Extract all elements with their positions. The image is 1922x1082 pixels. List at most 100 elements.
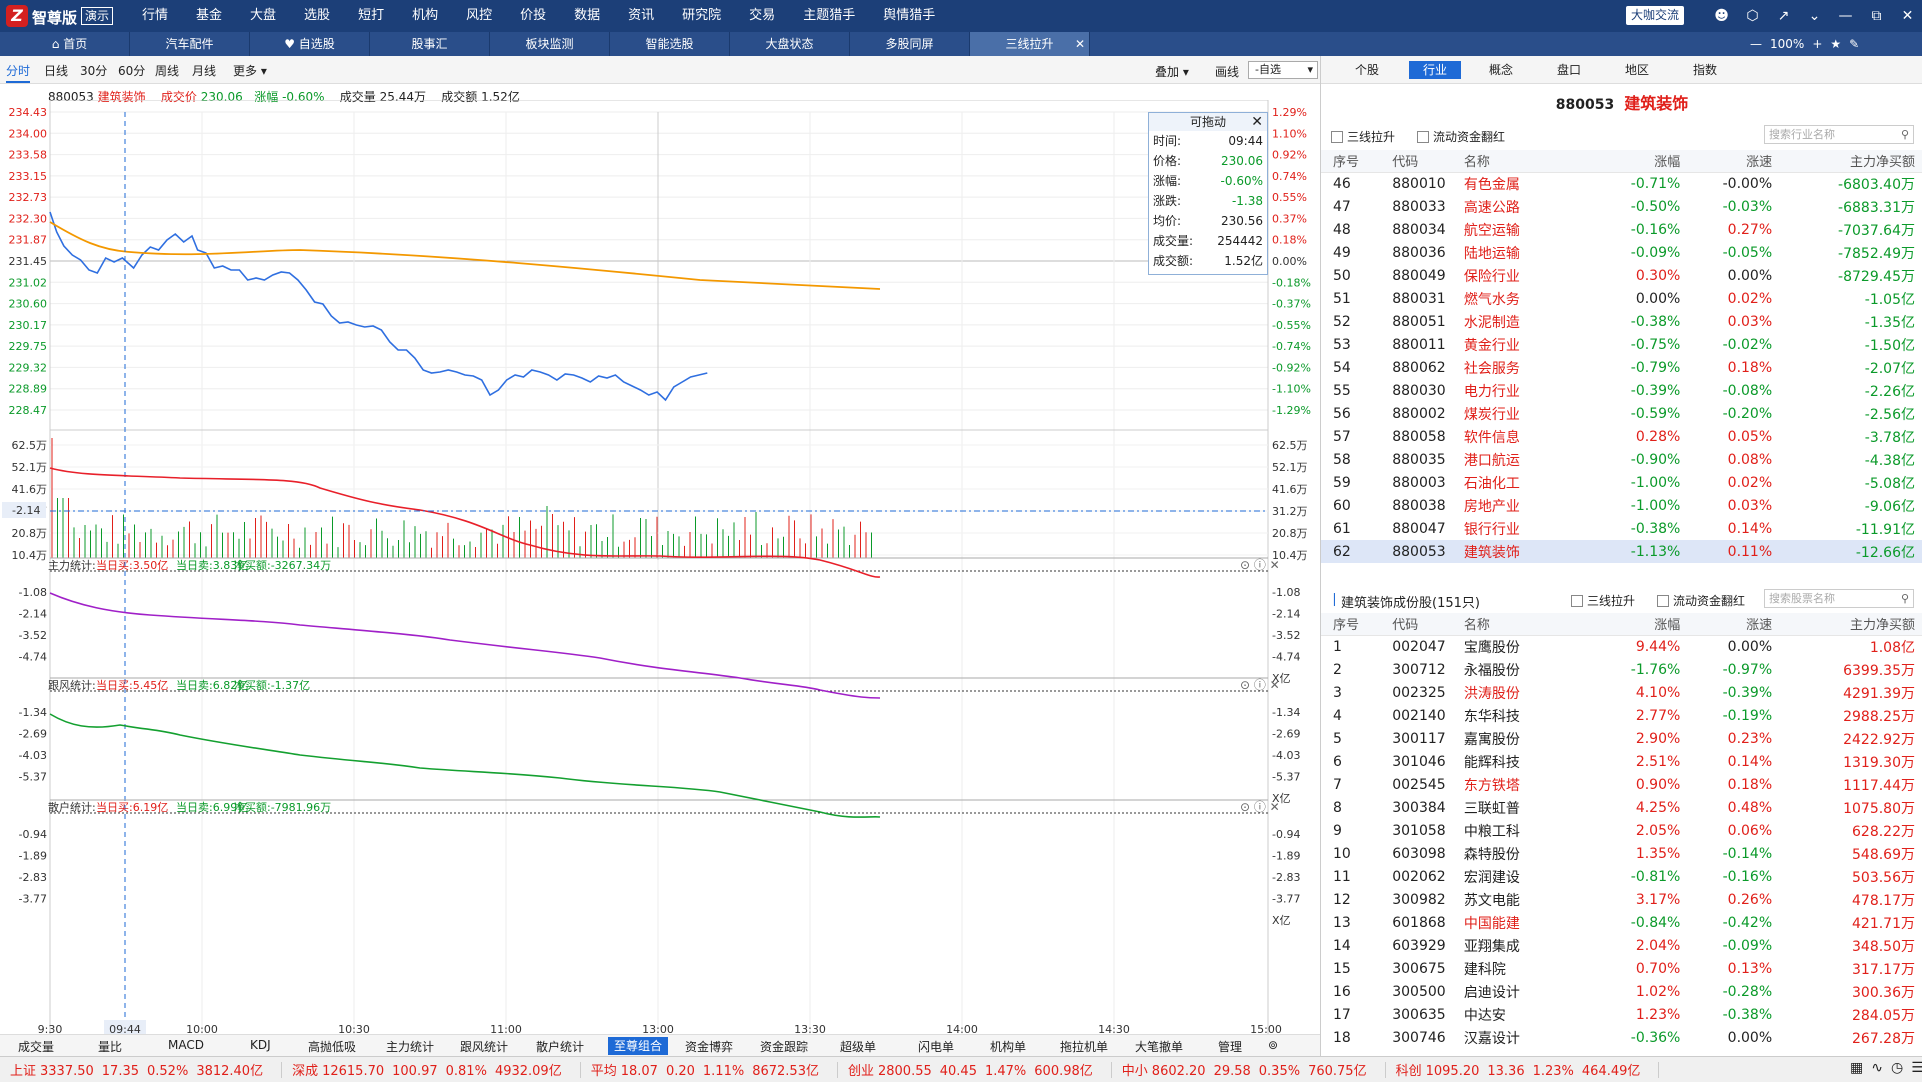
flow-red-checkbox[interactable]: 流动资金翻红 xyxy=(1417,128,1505,145)
close-icon[interactable]: ✕ xyxy=(1901,8,1914,24)
table-row[interactable]: 17 300635 中达安 1.23% -0.38% 284.05万 xyxy=(1321,1003,1922,1026)
star-icon[interactable]: ★ xyxy=(1830,37,1842,51)
draw-line-button[interactable]: 画线 xyxy=(1215,65,1240,79)
column-header[interactable]: 涨速 xyxy=(1688,150,1781,173)
table-row[interactable]: 60 880038 房地产业 -1.00% 0.03% -9.06亿 xyxy=(1321,494,1922,517)
table-row[interactable]: 6 301046 能辉科技 2.51% 0.14% 1319.30万 xyxy=(1321,750,1922,773)
daka-exchange-button[interactable]: 大咖交流 xyxy=(1626,6,1685,25)
tab-close-icon[interactable]: ✕ xyxy=(1074,37,1085,51)
table-row[interactable]: 57 880058 软件信息 0.28% 0.05% -3.78亿 xyxy=(1321,425,1922,448)
column-header[interactable]: 涨幅 xyxy=(1586,150,1689,173)
indicator-tab-3[interactable]: KDJ xyxy=(250,1038,271,1052)
zoom-minus-icon[interactable]: — xyxy=(1750,37,1762,51)
zoom-plus-icon[interactable]: + xyxy=(1812,37,1823,51)
industry-search-input[interactable]: 搜索行业名称 ⚲ xyxy=(1764,125,1914,144)
table-row[interactable]: 61 880047 银行行业 -0.38% 0.14% -11.91亿 xyxy=(1321,517,1922,540)
menu-item-11[interactable]: 交易 xyxy=(749,8,776,23)
flow-red-checkbox-2[interactable]: 流动资金翻红 xyxy=(1657,592,1745,609)
edit-icon[interactable]: ✎ xyxy=(1849,37,1860,51)
menu-item-6[interactable]: 风控 xyxy=(466,8,493,23)
table-row[interactable]: 1 002047 宝鹰股份 9.44% 0.00% 1.08亿 xyxy=(1321,635,1922,658)
minimize-window-icon[interactable]: — xyxy=(1838,8,1853,24)
menu-item-8[interactable]: 数据 xyxy=(574,8,601,23)
table-row[interactable]: 52 880051 水泥制造 -0.38% 0.03% -1.35亿 xyxy=(1321,310,1922,333)
table-row[interactable]: 51 880031 燃气水务 0.00% 0.02% -1.05亿 xyxy=(1321,287,1922,310)
column-header[interactable]: 代码 xyxy=(1382,613,1464,636)
period-1[interactable]: 日线 xyxy=(44,64,69,78)
user-icon[interactable]: ☻ xyxy=(1714,8,1729,24)
table-row[interactable]: 7 002545 东方铁塔 0.90% 0.18% 1117.44万 xyxy=(1321,773,1922,796)
indicator-tab-7[interactable]: 散户统计 xyxy=(536,1040,585,1054)
table-row[interactable]: 4 002140 东华科技 2.77% -0.19% 2988.25万 xyxy=(1321,704,1922,727)
menu-item-0[interactable]: 行情 xyxy=(142,8,169,23)
menu-item-9[interactable]: 资讯 xyxy=(628,8,655,23)
indicator-tab-12[interactable]: 闪电单 xyxy=(918,1040,955,1054)
right-tab-0[interactable]: 个股 xyxy=(1354,63,1379,77)
indicator-tab-10[interactable]: 资金跟踪 xyxy=(760,1040,809,1054)
menu-item-4[interactable]: 短打 xyxy=(358,8,385,23)
column-header[interactable]: 序号 xyxy=(1321,613,1383,636)
period-5[interactable]: 月线 xyxy=(192,64,217,78)
right-tab-4[interactable]: 地区 xyxy=(1624,63,1649,77)
right-tab-5[interactable]: 指数 xyxy=(1692,63,1717,77)
table-row[interactable]: 14 603929 亚翔集成 2.04% -0.09% 348.50万 xyxy=(1321,934,1922,957)
index-0[interactable]: 上证 3337.50 17.35 0.52% 3812.40亿 xyxy=(10,1064,264,1079)
hexagon-icon[interactable]: ⬡ xyxy=(1746,8,1759,24)
index-2[interactable]: 平均 18.07 0.20 1.11% 8672.53亿 xyxy=(590,1064,819,1079)
overlay-button[interactable]: 叠加 ▾ xyxy=(1155,65,1189,79)
table-row[interactable]: 62 880053 建筑装饰 -1.13% 0.11% -12.66亿 xyxy=(1321,540,1922,563)
collapse-up-icon[interactable]: ⊚ xyxy=(1268,1038,1279,1052)
indicator-tab-4[interactable]: 高抛低吸 xyxy=(308,1040,357,1054)
indicator-tab-16[interactable]: 管理 xyxy=(1218,1040,1243,1054)
watchlist-select[interactable]: -自选 ▾ xyxy=(1248,61,1318,79)
indicator-tab-13[interactable]: 机构单 xyxy=(990,1040,1027,1054)
period-2[interactable]: 30分 xyxy=(80,64,108,78)
indicator-tab-2[interactable]: MACD xyxy=(168,1038,204,1052)
indicator-tab-6[interactable]: 跟风统计 xyxy=(460,1040,509,1054)
tab-8[interactable]: 三线拉升 ✕ xyxy=(970,32,1090,56)
table-row[interactable]: 46 880010 有色金属 -0.71% -0.00% -6803.40万 xyxy=(1321,172,1922,195)
right-tab-3[interactable]: 盘口 xyxy=(1556,63,1581,77)
menu-item-1[interactable]: 基金 xyxy=(196,8,223,23)
column-header[interactable]: 序号 xyxy=(1321,150,1383,173)
tab-1[interactable]: 汽车配件 xyxy=(130,32,250,56)
index-5[interactable]: 科创 1095.20 13.36 1.23% 464.49亿 xyxy=(1395,1064,1641,1079)
indicator-tab-9[interactable]: 资金博弈 xyxy=(685,1040,734,1054)
tab-7[interactable]: 多股同屏 xyxy=(850,32,970,56)
menu-item-7[interactable]: 价投 xyxy=(520,8,547,23)
stock-search-input[interactable]: 搜索股票名称 ⚲ xyxy=(1764,589,1914,608)
period-0[interactable]: 分时 xyxy=(6,62,31,83)
table-row[interactable]: 2 300712 永福股份 -1.76% -0.97% 6399.35万 xyxy=(1321,658,1922,681)
table-row[interactable]: 55 880030 电力行业 -0.39% -0.08% -2.26亿 xyxy=(1321,379,1922,402)
period-6[interactable]: 更多 ▾ xyxy=(233,64,267,78)
table-row[interactable]: 13 601868 中国能建 -0.84% -0.42% 421.71万 xyxy=(1321,911,1922,934)
period-3[interactable]: 60分 xyxy=(118,64,146,78)
table-row[interactable]: 49 880036 陆地运输 -0.09% -0.05% -7852.49万 xyxy=(1321,241,1922,264)
index-3[interactable]: 创业 2800.55 40.45 1.47% 600.98亿 xyxy=(847,1064,1093,1079)
tab-2[interactable]: ♥ 自选股 xyxy=(250,32,370,56)
shrink-icon[interactable]: ↗ xyxy=(1777,8,1790,24)
indicator-tab-14[interactable]: 拖拉机单 xyxy=(1060,1040,1109,1054)
indicator-tab-8[interactable]: 至尊组合 xyxy=(608,1037,669,1055)
right-tab-2[interactable]: 概念 xyxy=(1488,63,1513,77)
table-row[interactable]: 5 300117 嘉寓股份 2.90% 0.23% 2422.92万 xyxy=(1321,727,1922,750)
table-row[interactable]: 8 300384 三联虹普 4.25% 0.48% 1075.80万 xyxy=(1321,796,1922,819)
tab-4[interactable]: 板块监测 xyxy=(490,32,610,56)
minimize-icon[interactable]: ⌄ xyxy=(1808,8,1821,24)
column-header[interactable]: 涨速 xyxy=(1688,613,1781,636)
table-row[interactable]: 54 880062 社会服务 -0.79% 0.18% -2.07亿 xyxy=(1321,356,1922,379)
table-row[interactable]: 59 880003 石油化工 -1.00% 0.02% -5.08亿 xyxy=(1321,471,1922,494)
column-header[interactable]: 名称 xyxy=(1463,150,1587,173)
table-row[interactable]: 12 300982 苏文电能 3.17% 0.26% 478.17万 xyxy=(1321,888,1922,911)
index-1[interactable]: 深成 12615.70 100.97 0.81% 4932.09亿 xyxy=(292,1064,562,1079)
column-header[interactable]: 涨幅 xyxy=(1586,613,1689,636)
column-header[interactable]: 名称 xyxy=(1463,613,1587,636)
drag-tooltip[interactable]: 可拖动 ✕ 时间: 09:44 价格: 230.06 涨幅: -0.60% 涨跌: -1.38… xyxy=(1148,112,1268,275)
indicator-tab-11[interactable]: 超级单 xyxy=(840,1040,877,1054)
menu-item-12[interactable]: 主题猎手 xyxy=(803,8,856,23)
table-row[interactable]: 56 880002 煤炭行业 -0.59% -0.20% -2.56亿 xyxy=(1321,402,1922,425)
table-row[interactable]: 16 300500 启迪设计 1.02% -0.28% 300.36万 xyxy=(1321,980,1922,1003)
right-tab-1[interactable]: 行业 xyxy=(1409,61,1461,79)
three-line-checkbox[interactable]: 三线拉升 xyxy=(1331,128,1395,145)
clock-icon[interactable]: ◷ xyxy=(1890,1060,1904,1076)
